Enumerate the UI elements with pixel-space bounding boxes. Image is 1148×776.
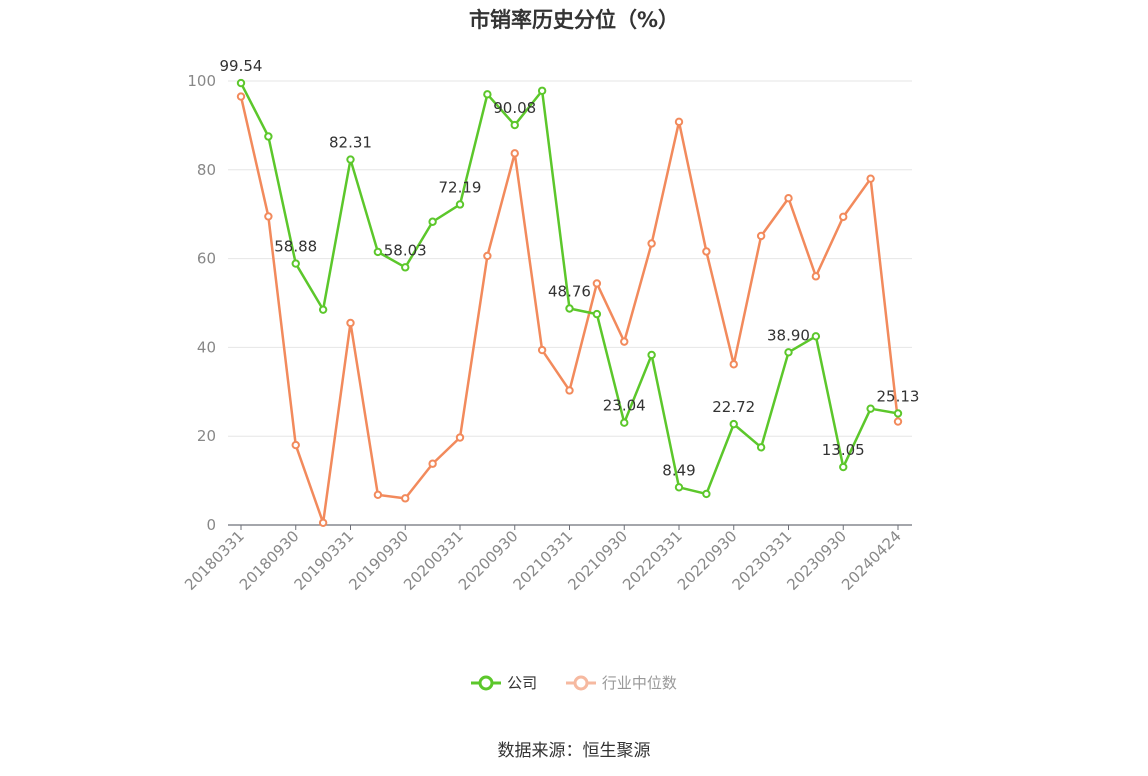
data-point <box>811 332 821 341</box>
legend-label-industry-median: 行业中位数 <box>601 674 677 692</box>
data-label: 72.19 <box>439 178 482 196</box>
chart-title: 市销率历史分位（%） <box>468 8 680 32</box>
data-point <box>483 251 492 261</box>
data-label: 58.03 <box>384 241 427 259</box>
data-point <box>592 279 602 288</box>
data-label: 82.31 <box>329 134 372 152</box>
data-point <box>264 132 273 141</box>
data-point <box>537 345 547 355</box>
data-point <box>483 90 492 99</box>
data-point <box>620 418 629 427</box>
data-label: 48.76 <box>548 283 591 301</box>
data-label: 13.05 <box>822 441 865 459</box>
legend-swatch-company <box>471 675 502 690</box>
data-point <box>756 231 766 241</box>
data-point <box>346 318 355 328</box>
data-label: 38.90 <box>767 326 810 344</box>
data-point <box>236 78 246 88</box>
data-point <box>592 309 602 319</box>
x-tick-label: 20240424 <box>838 527 905 594</box>
data-point <box>729 419 738 429</box>
legend-item-company[interactable]: 公司 <box>471 672 537 693</box>
data-point <box>620 337 629 346</box>
data-point <box>756 443 766 452</box>
y-tick-label: 20 <box>197 427 216 445</box>
legend: 公司 行业中位数 <box>0 672 1148 695</box>
data-point <box>401 494 410 503</box>
legend-label-company: 公司 <box>507 674 538 692</box>
data-point <box>647 350 656 360</box>
data-point <box>455 433 465 442</box>
y-tick-label: 0 <box>206 516 216 534</box>
data-point <box>428 217 437 226</box>
data-source: 数据来源：恒生聚源 <box>497 741 651 761</box>
data-point <box>839 462 848 472</box>
data-point <box>784 194 793 203</box>
data-point <box>291 259 300 268</box>
y-tick-label: 60 <box>197 250 216 268</box>
data-point <box>565 386 574 395</box>
legend-item-industry-median[interactable]: 行业中位数 <box>565 672 677 693</box>
data-label: 25.13 <box>877 387 920 405</box>
data-point <box>537 86 547 95</box>
data-point <box>729 360 738 369</box>
data-point <box>702 247 711 256</box>
data-point <box>893 409 903 418</box>
data-point <box>318 305 328 314</box>
y-tick-label: 80 <box>197 161 216 179</box>
data-point <box>236 92 246 101</box>
data-point <box>702 489 711 499</box>
data-point <box>318 518 328 527</box>
data-label: 99.54 <box>220 57 263 75</box>
data-point <box>647 239 656 248</box>
data-point <box>291 440 300 450</box>
data-point <box>674 483 684 492</box>
data-point <box>565 304 574 313</box>
data-point <box>510 149 519 158</box>
data-label: 90.08 <box>493 99 536 117</box>
data-point <box>866 404 875 413</box>
data-point <box>839 212 848 222</box>
data-point <box>264 212 273 221</box>
data-point <box>455 200 465 209</box>
data-point <box>893 417 903 426</box>
data-label: 8.49 <box>662 461 695 479</box>
data-label: 22.72 <box>712 398 755 416</box>
data-point <box>373 490 383 500</box>
data-point <box>373 247 383 257</box>
data-point <box>674 117 684 127</box>
data-point <box>784 348 793 357</box>
y-tick-label: 40 <box>197 338 216 356</box>
data-point <box>346 155 355 164</box>
data-label: 58.88 <box>274 238 317 256</box>
data-point <box>866 174 875 183</box>
data-point <box>811 272 821 281</box>
data-point <box>510 120 519 130</box>
data-label: 23.04 <box>603 397 646 415</box>
data-point <box>401 263 410 272</box>
data-point <box>428 459 437 468</box>
legend-swatch-industry-median <box>565 675 596 690</box>
y-tick-label: 100 <box>187 72 216 90</box>
